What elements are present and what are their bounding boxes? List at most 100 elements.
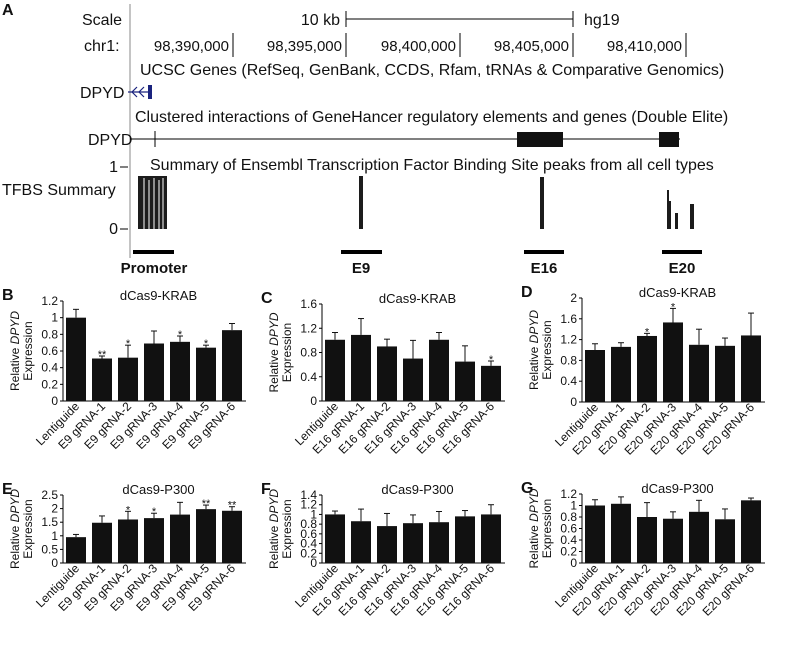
chart-title: dCas9-P300 xyxy=(122,482,194,497)
tfbs-peaks-e20 xyxy=(667,190,694,229)
bar xyxy=(585,350,605,402)
coordinate-tick-label: 98,395,000 xyxy=(267,38,342,55)
scale-bar xyxy=(345,11,574,27)
y-axis-label-gene: DPYD xyxy=(267,489,281,523)
y-axis-label-line-2: Expression xyxy=(21,499,35,558)
y-axis-label-line-2: Expression xyxy=(21,321,35,380)
region-bar-e20 xyxy=(662,250,702,254)
y-axis-label: Relative DPYDExpression xyxy=(8,489,35,569)
bar xyxy=(144,343,164,401)
bar xyxy=(429,339,449,401)
y-tick-label: 1 xyxy=(310,507,317,521)
significance-marker: * xyxy=(204,338,209,350)
tfbs-peak-e9 xyxy=(359,176,363,229)
y-tick-label: 1.2 xyxy=(300,498,317,512)
bar xyxy=(481,365,501,401)
y-axis-label-line-2: Expression xyxy=(280,499,294,558)
bar xyxy=(92,522,112,563)
coordinate-tick-label: 98,400,000 xyxy=(381,38,456,55)
significance-marker: ** xyxy=(98,349,107,361)
bar xyxy=(637,517,657,563)
chart-title: dCas9-KRAB xyxy=(639,285,716,300)
y-tick-label: 0 xyxy=(51,394,58,408)
bar xyxy=(403,523,423,563)
y-axis-label-line-1: Relative DPYD xyxy=(267,489,281,569)
genome-browser-panel: A Scale 10 kb hg19 chr1: 98,390,000 98,3… xyxy=(2,2,728,277)
y-tick-label: 0.8 xyxy=(300,517,317,531)
panel-label-d: D xyxy=(521,284,533,301)
y-axis-label: Relative DPYDExpression xyxy=(527,488,554,568)
region-label-e9: E9 xyxy=(352,260,370,277)
y-tick-label: 0.8 xyxy=(560,510,577,524)
region-bar-e9 xyxy=(341,250,382,254)
y-axis-label-line-2: Expression xyxy=(280,323,294,382)
significance-marker: * xyxy=(178,329,183,341)
y-axis-label: Relative DPYDExpression xyxy=(527,310,554,390)
y-tick-label: 0.4 xyxy=(41,361,58,375)
bar xyxy=(481,514,501,563)
coordinate-tick-label: 98,410,000 xyxy=(607,38,682,55)
y-tick-label: 0.2 xyxy=(560,545,577,559)
y-tick-label: 1.4 xyxy=(300,488,317,502)
y-tick-label: 0.4 xyxy=(560,533,577,547)
bar xyxy=(325,339,345,401)
bar xyxy=(741,500,761,563)
coordinate-ruler xyxy=(232,33,687,57)
y-tick-label: 1.2 xyxy=(560,487,577,501)
tfbs-peaks-promoter-gaps xyxy=(143,178,164,229)
genehancer-track-title: Clustered interactions of GeneHancer reg… xyxy=(135,109,728,126)
coordinate-tick-label: 98,390,000 xyxy=(154,38,229,55)
region-label-e20: E20 xyxy=(669,260,696,277)
region-bar-e16 xyxy=(524,250,564,254)
tfbs-track-label: TFBS Summary xyxy=(2,182,116,199)
y-tick-label: 1.2 xyxy=(300,321,317,335)
y-tick-label: 1 xyxy=(51,529,58,543)
y-tick-label: 2 xyxy=(570,291,577,305)
y-axis-label-gene: DPYD xyxy=(527,310,541,344)
y-tick-label: 0.4 xyxy=(560,374,577,388)
y-tick-label: 1.5 xyxy=(41,515,58,529)
y-tick-label: 1 xyxy=(51,311,58,325)
bar xyxy=(222,330,242,401)
bar xyxy=(66,537,86,563)
y-axis-label: Relative DPYDExpression xyxy=(267,312,294,392)
y-tick-label: 0.2 xyxy=(41,377,58,391)
bar xyxy=(170,514,190,563)
significance-marker: * xyxy=(152,506,157,518)
bar xyxy=(351,334,371,401)
y-tick-label: 0 xyxy=(310,394,317,408)
y-axis-label: Relative DPYDExpression xyxy=(267,489,294,569)
bar xyxy=(92,358,112,401)
bar xyxy=(351,521,371,563)
y-axis-label-line-1: Relative DPYD xyxy=(8,311,22,391)
panel-label-f: F xyxy=(261,481,271,498)
bar xyxy=(66,317,86,401)
bar xyxy=(222,510,242,563)
bar xyxy=(715,519,735,563)
tfbs-axis-max: 1 xyxy=(109,159,118,176)
coordinate-tick-label: 98,405,000 xyxy=(494,38,569,55)
panel-label-e: E xyxy=(2,481,13,498)
bar xyxy=(741,335,761,402)
bar xyxy=(196,347,216,401)
bar xyxy=(118,519,138,563)
significance-marker: ** xyxy=(202,498,211,510)
bar xyxy=(118,357,138,401)
significance-marker: ** xyxy=(228,500,237,512)
tfbs-axis-min: 0 xyxy=(109,221,118,238)
y-tick-label: 0.4 xyxy=(300,370,317,384)
y-tick-label: 1 xyxy=(570,499,577,513)
tfbs-track-title: Summary of Ensembl Transcription Factor … xyxy=(150,157,714,174)
y-tick-label: 0 xyxy=(570,556,577,570)
y-tick-label: 0 xyxy=(310,556,317,570)
y-axis-label-gene: DPYD xyxy=(8,489,22,523)
genehancer-element-e20 xyxy=(659,132,679,147)
bar xyxy=(611,346,631,402)
chart-title: dCas9-P300 xyxy=(641,481,713,496)
